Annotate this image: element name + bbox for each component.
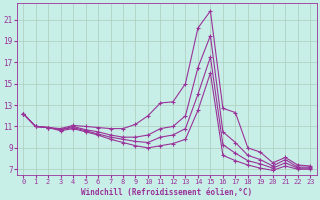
X-axis label: Windchill (Refroidissement éolien,°C): Windchill (Refroidissement éolien,°C) [81, 188, 252, 197]
